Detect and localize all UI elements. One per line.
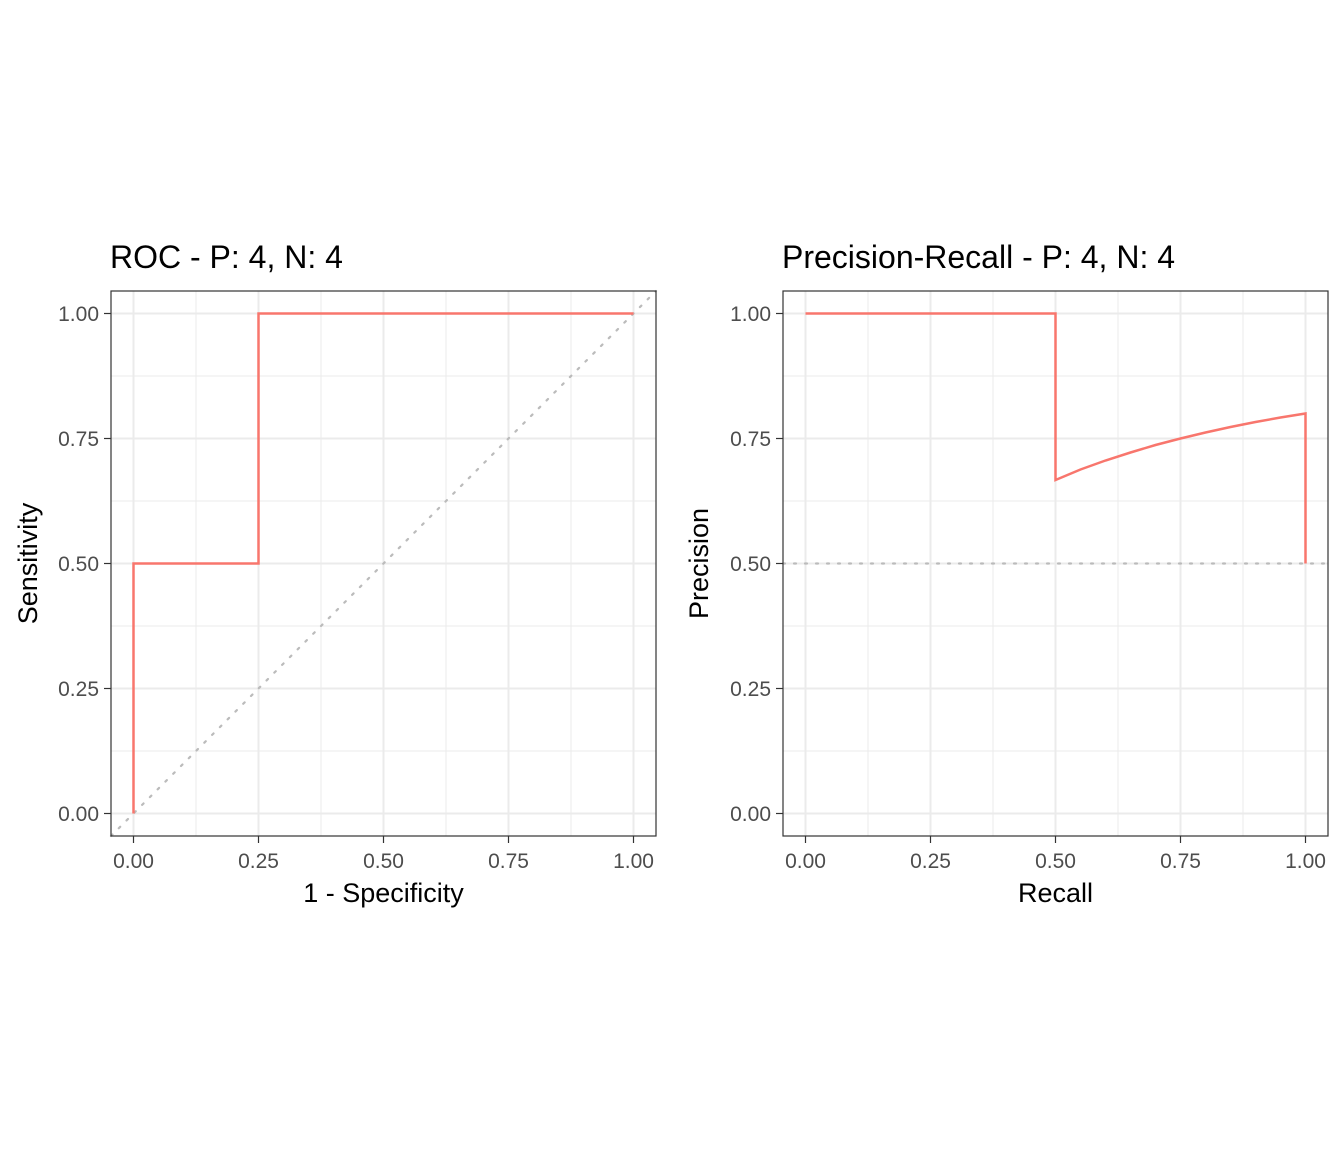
pr-y-axis-title: Precision	[684, 508, 714, 619]
roc-x-tick-label: 0.00	[113, 850, 154, 873]
roc-y-tick-label: 0.25	[58, 678, 99, 701]
roc-y-axis-title: Sensitivity	[13, 502, 43, 624]
precision-recall-chart: Precision-Recall - P: 4, N: 4 0.000.000.…	[684, 239, 1330, 908]
pr-series-layer	[805, 312, 1307, 564]
roc-y-tick-label: 1.00	[58, 303, 99, 326]
pr-y-tick-label: 1.00	[730, 303, 771, 326]
roc-x-tick-label: 0.50	[363, 850, 404, 873]
pr-x-tick-label: 0.75	[1160, 850, 1201, 873]
roc-y-tick-label: 0.00	[58, 803, 99, 826]
roc-x-axis-title: 1 - Specificity	[303, 878, 464, 908]
pr-title: Precision-Recall - P: 4, N: 4	[782, 239, 1175, 275]
pr-x-axis-title: Recall	[1018, 878, 1093, 908]
pr-y-tick-label: 0.75	[730, 428, 771, 451]
roc-reference-line-layer	[109, 289, 658, 838]
roc-curve-line	[132, 312, 634, 814]
pr-x-tick-label: 1.00	[1285, 850, 1326, 873]
roc-y-tick-label: 0.75	[58, 428, 99, 451]
roc-series-layer	[132, 312, 634, 814]
roc-x-tick-label: 0.25	[238, 850, 279, 873]
pr-y-tick-label: 0.50	[730, 553, 771, 576]
pr-x-tick-label: 0.25	[910, 850, 951, 873]
pr-x-tick-label: 0.00	[785, 850, 826, 873]
roc-y-tick-label: 0.50	[58, 553, 99, 576]
pr-curve-line	[805, 312, 1307, 564]
roc-x-tick-label: 1.00	[613, 850, 654, 873]
roc-title: ROC - P: 4, N: 4	[110, 239, 343, 275]
pr-y-tick-label: 0.00	[730, 803, 771, 826]
roc-axis-ticks: 0.00 0.00 0.25 0.25 0.50 0.50 0.75 0.75 1.00 1.00	[58, 303, 654, 873]
pr-axis-ticks: 0.00 0.00 0.25 0.25 0.50 0.50 0.75 0.75 1.00 1.00	[730, 303, 1326, 873]
roc-chart: ROC - P: 4, N: 4 0.00 0.00 0.25 0.25 0.50 0.5…	[13, 239, 658, 908]
pr-x-tick-label: 0.50	[1035, 850, 1076, 873]
roc-x-tick-label: 0.75	[488, 850, 529, 873]
roc-reference-line	[109, 289, 658, 838]
pr-y-tick-label: 0.25	[730, 678, 771, 701]
